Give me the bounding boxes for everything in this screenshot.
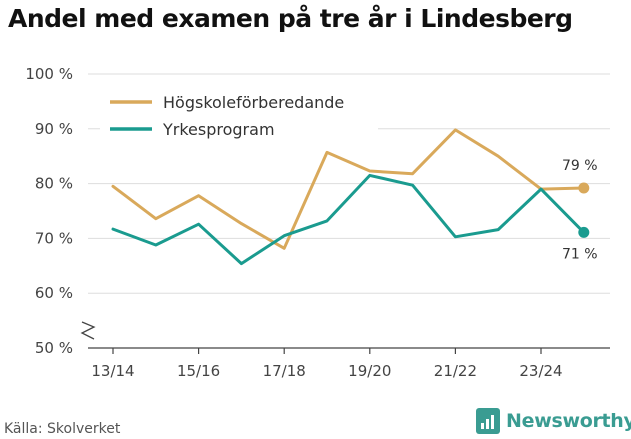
x-tick-label: 15/16 — [177, 362, 220, 380]
source-credit: Källa: Skolverket — [4, 421, 121, 437]
brand-name: Newsworthy — [506, 410, 631, 432]
brand-logo[interactable]: Newsworthy — [476, 408, 631, 434]
series-line — [111, 128, 586, 250]
legend-entry: Yrkesprogram — [162, 120, 275, 139]
series-end-label: 79 % — [562, 158, 598, 174]
axis-break-marker — [80, 321, 96, 340]
chart-title: Andel med examen på tre år i Lindesberg — [8, 4, 573, 33]
x-tick-label: 13/14 — [91, 362, 134, 380]
x-tick-label: 21/22 — [434, 362, 477, 380]
series-end-point — [578, 226, 590, 238]
x-tick-label: 19/20 — [348, 362, 391, 380]
axes: 50 % 60 % 70 % 80 % 90 % 100 % 13/14 15/16 17/18… — [25, 65, 610, 380]
series-end-label: 71 % — [562, 246, 598, 262]
y-tick-label: 60 % — [35, 284, 73, 302]
x-tick-label: 17/18 — [263, 362, 306, 380]
series-end-point — [578, 182, 590, 194]
y-tick-label: 100 % — [25, 65, 73, 83]
y-tick-label: 90 % — [35, 120, 73, 138]
series-lines: 79 % 71 % — [111, 128, 598, 266]
x-tick-label: 23/24 — [519, 362, 562, 380]
series-line — [111, 173, 586, 266]
y-tick-label: 80 % — [35, 175, 73, 193]
legend-background — [100, 86, 378, 146]
y-tick-label: 70 % — [35, 229, 73, 247]
y-tick-label: 50 % — [35, 339, 73, 357]
legend: Högskoleförberedande Yrkesprogram — [100, 86, 378, 146]
legend-entry: Högskoleförberedande — [163, 93, 344, 112]
bar-chart-logo-icon — [476, 408, 500, 434]
